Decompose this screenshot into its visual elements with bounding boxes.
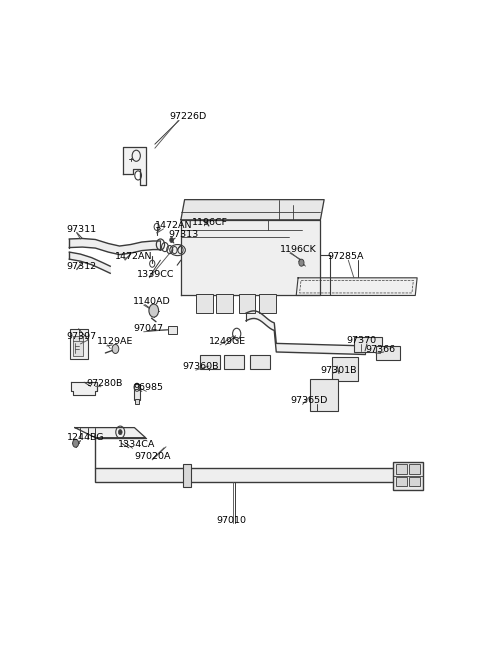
Bar	[168, 326, 177, 334]
Ellipse shape	[170, 244, 185, 255]
Bar	[409, 464, 420, 474]
Text: 97020A: 97020A	[134, 452, 171, 461]
Text: 97285A: 97285A	[328, 252, 364, 261]
Bar	[239, 294, 255, 313]
Text: 97312: 97312	[67, 262, 97, 271]
Circle shape	[170, 238, 173, 242]
Polygon shape	[69, 238, 160, 255]
Bar	[393, 462, 423, 490]
Text: 97360B: 97360B	[183, 362, 219, 371]
Text: 1472AN: 1472AN	[115, 252, 153, 261]
Bar	[196, 294, 213, 313]
Bar	[396, 477, 407, 486]
Polygon shape	[181, 220, 321, 295]
Text: 97301B: 97301B	[321, 365, 357, 375]
Text: 1140AD: 1140AD	[133, 297, 171, 306]
Text: 97280B: 97280B	[87, 379, 123, 388]
Text: 1472AN: 1472AN	[155, 221, 192, 230]
Bar	[96, 468, 409, 482]
Text: 1129AE: 1129AE	[97, 337, 133, 346]
Bar	[250, 355, 270, 369]
Text: 1334CA: 1334CA	[118, 440, 155, 449]
Bar	[133, 384, 140, 400]
Polygon shape	[123, 147, 145, 185]
Text: 1249GE: 1249GE	[209, 337, 246, 346]
Text: 97010: 97010	[216, 516, 246, 525]
Bar	[200, 355, 220, 369]
Circle shape	[72, 440, 79, 447]
Polygon shape	[71, 383, 97, 396]
Circle shape	[119, 430, 122, 435]
Text: 97397: 97397	[67, 332, 97, 341]
Text: 96985: 96985	[133, 383, 163, 392]
Bar	[259, 294, 276, 313]
Bar	[216, 294, 233, 313]
Text: 97047: 97047	[133, 324, 163, 333]
Bar	[332, 357, 358, 381]
Polygon shape	[181, 200, 324, 220]
Bar	[224, 355, 244, 369]
Circle shape	[149, 304, 158, 317]
Text: 1244BG: 1244BG	[67, 433, 104, 441]
Text: 1196CF: 1196CF	[192, 218, 228, 227]
Polygon shape	[69, 252, 110, 273]
Text: 97313: 97313	[168, 231, 198, 240]
Text: 97366: 97366	[365, 345, 395, 354]
Bar	[72, 336, 83, 356]
Bar	[310, 379, 338, 411]
Text: 1339CC: 1339CC	[137, 270, 175, 279]
Bar	[376, 346, 400, 360]
Circle shape	[112, 345, 119, 354]
Bar	[409, 477, 420, 486]
Text: 97365D: 97365D	[290, 396, 328, 405]
Polygon shape	[75, 428, 145, 438]
Bar	[183, 464, 191, 487]
Text: 97370: 97370	[347, 336, 377, 345]
Bar	[354, 337, 382, 352]
Bar	[135, 399, 139, 404]
Text: 97311: 97311	[67, 225, 97, 234]
Polygon shape	[296, 278, 417, 295]
Bar	[396, 464, 407, 474]
Circle shape	[299, 259, 304, 266]
Bar	[71, 329, 88, 359]
Text: 97226D: 97226D	[170, 113, 207, 121]
Text: 1196CK: 1196CK	[279, 245, 316, 254]
